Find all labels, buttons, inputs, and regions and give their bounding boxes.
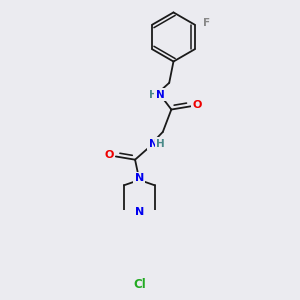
Text: N: N [149, 139, 158, 149]
Text: O: O [104, 150, 114, 161]
Text: H: H [149, 90, 158, 100]
Text: H: H [156, 139, 165, 149]
Text: N: N [135, 207, 144, 217]
Text: N: N [156, 90, 164, 100]
Text: O: O [193, 100, 202, 110]
Text: N: N [135, 173, 144, 183]
Text: F: F [203, 18, 210, 28]
Text: Cl: Cl [133, 278, 146, 292]
